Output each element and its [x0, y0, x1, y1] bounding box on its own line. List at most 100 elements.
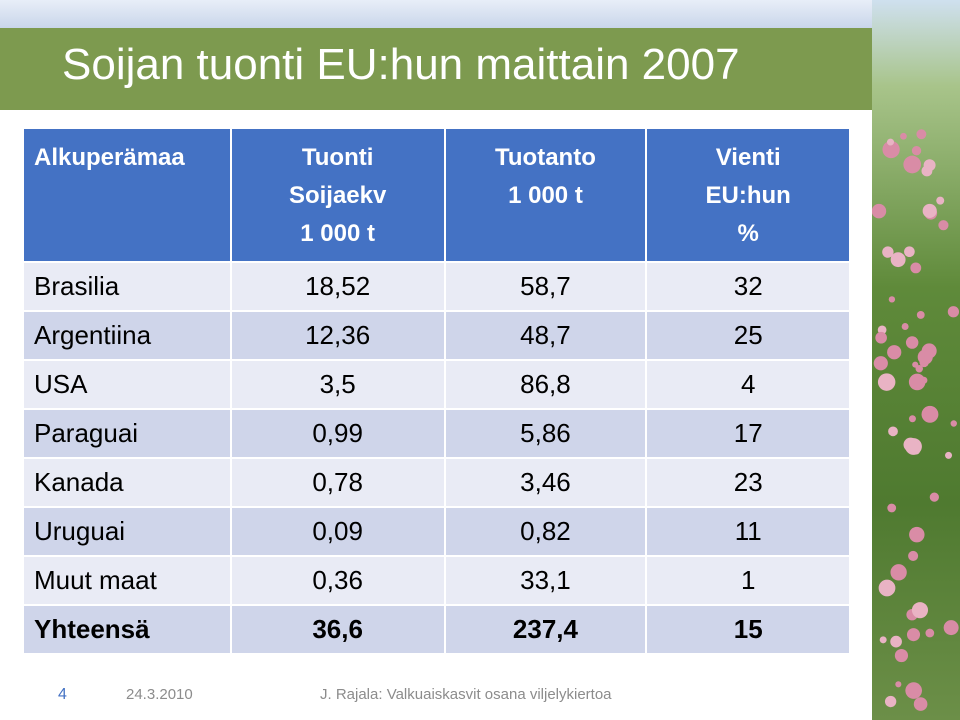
- flower: [894, 648, 909, 663]
- table-cell: 0,82: [443, 506, 648, 557]
- flower: [888, 426, 898, 437]
- flower: [943, 620, 959, 636]
- flower: [925, 628, 935, 638]
- table-cell: USA: [22, 359, 232, 410]
- flower: [938, 220, 949, 231]
- table-cell: 23: [645, 457, 851, 508]
- header-cell: Tuonti Soijaekv 1 000 t: [229, 127, 446, 263]
- header-line: Tuonti: [301, 144, 374, 171]
- flower: [887, 138, 894, 146]
- table-cell: 48,7: [443, 310, 648, 361]
- flower: [887, 345, 902, 360]
- header-line: 1 000 t: [300, 220, 375, 247]
- table-cell: 0,36: [229, 555, 446, 606]
- flower: [904, 246, 915, 258]
- table-cell: Brasilia: [22, 261, 232, 312]
- header-cell: Vienti EU:hun%: [645, 127, 851, 263]
- flower: [921, 405, 939, 423]
- flower: [882, 246, 894, 258]
- table-cell: 15: [645, 604, 851, 655]
- table-cell: 0,99: [229, 408, 446, 459]
- footer-date: 24.3.2010: [126, 686, 193, 703]
- table-cell: 3,5: [229, 359, 446, 410]
- flower: [882, 140, 900, 159]
- flower: [875, 331, 887, 344]
- table-cell: 5,86: [443, 408, 648, 459]
- top-band: [0, 0, 872, 28]
- table-cell: 25: [645, 310, 851, 361]
- table-row: USA 3,5 86,8 4: [22, 359, 851, 410]
- table-row: Argentiina 12,36 48,7 25: [22, 310, 851, 361]
- table-row: Brasilia 18,52 58,7 32: [22, 261, 851, 312]
- flower: [890, 564, 907, 581]
- table-cell: Paraguai: [22, 408, 232, 459]
- table-cell: Muut maat: [22, 555, 232, 606]
- title-band: [0, 28, 872, 110]
- flower: [929, 492, 939, 502]
- table-cell: 86,8: [443, 359, 648, 410]
- flower: [916, 311, 925, 319]
- header-cell: Tuotanto 1 000 t: [443, 127, 648, 263]
- header-line: Tuotanto: [495, 144, 596, 171]
- flower: [950, 420, 957, 427]
- flower: [908, 550, 919, 561]
- header-row: Alkuperämaa Tuonti Soijaekv 1 000 t Tuotanto…: [22, 127, 851, 263]
- table-cell: Argentiina: [22, 310, 232, 361]
- table-cell: Yhteensä: [22, 604, 232, 655]
- flower: [909, 526, 925, 543]
- table-cell: 1: [645, 555, 851, 606]
- header-line: EU:hun: [705, 182, 791, 209]
- table-cell: 4: [645, 359, 851, 410]
- flower: [905, 438, 922, 455]
- header-cell: Alkuperämaa: [22, 127, 232, 263]
- table-cell: 3,46: [443, 457, 648, 508]
- table-cell: 18,52: [229, 261, 446, 312]
- flower: [895, 681, 902, 688]
- table-row: Yhteensä 36,6 237,4 15: [22, 604, 851, 655]
- flower: [936, 196, 945, 205]
- flower: [910, 262, 922, 274]
- flower: [906, 628, 921, 642]
- table-cell: 0,78: [229, 457, 446, 508]
- flower: [921, 343, 937, 359]
- flower: [908, 415, 916, 423]
- flower: [872, 203, 887, 219]
- header-line: 1 000 t: [508, 182, 583, 209]
- flower: [888, 296, 896, 303]
- table-cell: 237,4: [443, 604, 648, 655]
- table-cell: 17: [645, 408, 851, 459]
- flower: [908, 373, 926, 391]
- flower: [901, 323, 909, 331]
- flower: [911, 146, 922, 156]
- table-row: Muut maat 0,36 33,1 1: [22, 555, 851, 606]
- flower: [915, 364, 923, 373]
- page-number: 4: [58, 686, 67, 703]
- table-cell: 12,36: [229, 310, 446, 361]
- flower-photo: [872, 0, 960, 720]
- table-cell: Kanada: [22, 457, 232, 508]
- table-row: Kanada 0,78 3,46 23: [22, 457, 851, 508]
- table-cell: Uruguai: [22, 506, 232, 557]
- flower: [903, 155, 922, 174]
- table-row: Paraguai 0,99 5,86 17: [22, 408, 851, 459]
- table-cell: 0,09: [229, 506, 446, 557]
- flower: [890, 252, 906, 268]
- flower: [913, 697, 928, 711]
- flower: [877, 325, 887, 335]
- flower: [884, 695, 897, 708]
- flower: [873, 356, 888, 371]
- flower: [947, 306, 960, 318]
- header-line: Soijaekv: [288, 182, 387, 209]
- table-cell: 36,6: [229, 604, 446, 655]
- flower: [877, 373, 896, 391]
- data-table: Alkuperämaa Tuonti Soijaekv 1 000 t Tuotanto…: [22, 127, 851, 655]
- flower: [879, 636, 887, 644]
- table-row: Uruguai 0,09 0,82 11: [22, 506, 851, 557]
- flower: [921, 165, 933, 177]
- table-cell: 32: [645, 261, 851, 312]
- header-line: Vienti: [715, 144, 781, 171]
- footer-text: J. Rajala: Valkuaiskasvit osana viljelyk…: [320, 686, 612, 703]
- flower: [887, 503, 897, 513]
- table-cell: 58,7: [443, 261, 648, 312]
